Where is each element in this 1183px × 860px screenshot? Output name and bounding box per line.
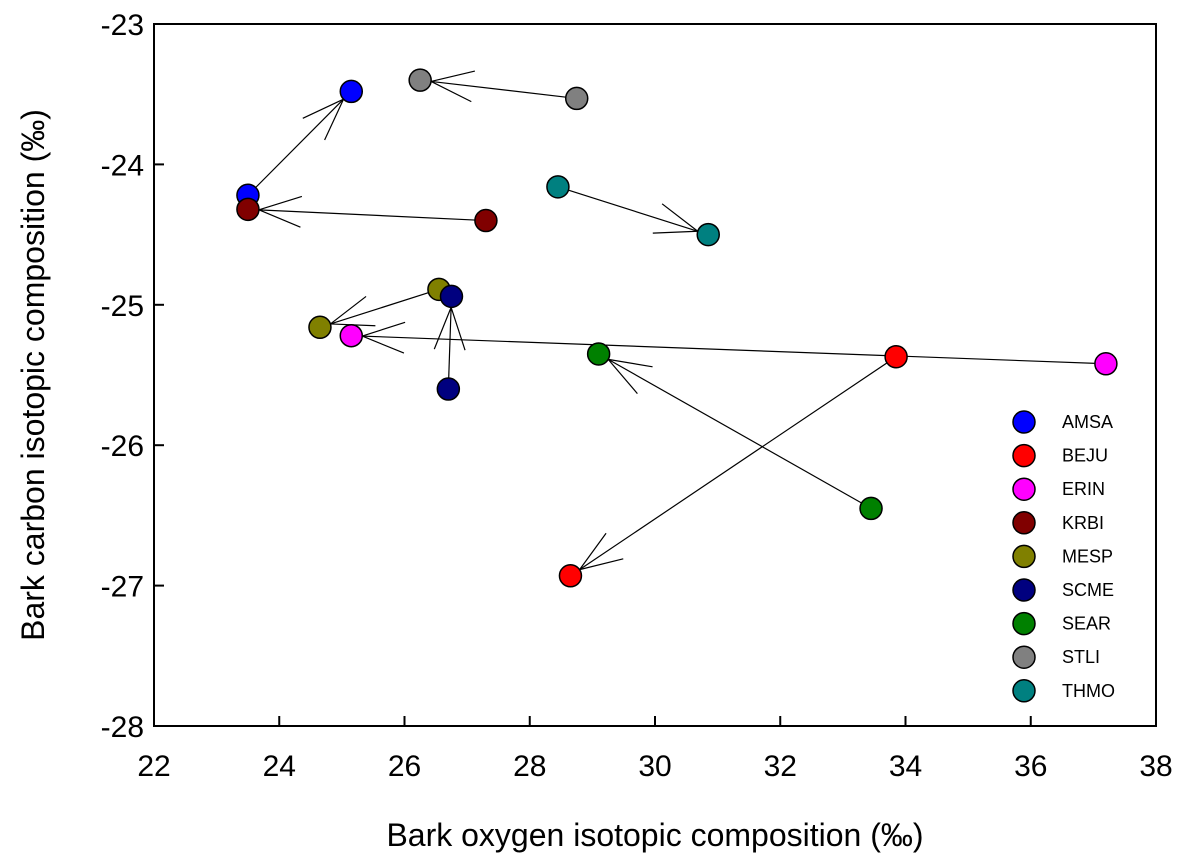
point-krbi [236,197,260,222]
arrow-stli [431,80,577,100]
legend-label: STLI [1062,647,1100,667]
arrowhead-sear [607,358,638,394]
x-axis-title: Bark oxygen isotopic composition (‰) [386,817,923,853]
point-amsa [339,79,364,104]
arrowhead-sear [608,358,653,368]
legend-marker-krbi [1012,511,1036,535]
point-thmo [546,175,570,199]
point-sear [859,496,883,521]
arrowhead-beju [579,532,607,570]
y-tick-label: -27 [101,571,144,604]
x-tick-label: 36 [1014,750,1047,783]
legend-label: SEAR [1062,614,1111,634]
arrowhead-erin [362,321,406,337]
legend-marker-amsa [1012,410,1036,434]
points-layer [236,68,1118,588]
point-thmo [696,222,720,247]
y-tick-label: -28 [101,711,144,744]
x-tick-label: 30 [638,750,671,783]
point-erin [1094,352,1118,376]
point-stli [564,86,589,111]
arrow-thmo [557,186,698,232]
legend-label: BEJU [1062,446,1108,466]
point-erin [339,323,364,348]
arrow-sear [607,358,872,509]
arrowhead-amsa [324,98,345,141]
arrowhead-erin [362,335,405,354]
x-tick-label: 28 [513,750,546,783]
y-tick-label: -23 [101,9,144,42]
legend-label: SCME [1062,580,1114,600]
arrowhead-stli [430,80,472,103]
legend-label: KRBI [1062,513,1104,533]
arrowhead-thmo [661,203,699,232]
point-scme [439,284,464,309]
legend: AMSA BEJU ERIN KRBI MESP SCME SEAR STLI THMO [1012,410,1115,703]
legend-label: THMO [1062,681,1115,701]
arrowhead-beju [579,558,624,571]
x-tick-label: 34 [889,750,922,783]
legend-marker-thmo [1012,679,1036,703]
arrows-layer [247,70,1106,571]
point-scme [436,377,461,401]
arrow-krbi [258,209,486,222]
arrowhead-stli [430,70,476,83]
point-sear [586,342,611,366]
point-beju [558,564,583,588]
arrow-beju [579,356,897,571]
arrowhead-amsa [302,98,344,119]
legend-marker-stli [1012,645,1036,669]
x-tick-label: 24 [263,750,296,783]
x-tick-label: 26 [388,750,421,783]
arrowhead-thmo [652,230,698,234]
x-tick-label: 32 [764,750,797,783]
point-mesp [308,315,332,340]
arrow-scme [447,307,452,390]
arrow-mesp [330,288,440,325]
arrowhead-scme [450,307,466,351]
arrowhead-mesp [330,295,367,325]
arrowhead-krbi [258,195,303,211]
legend-marker-scme [1012,578,1036,602]
y-tick-label: -26 [101,430,144,463]
plot-frame [153,23,1157,727]
point-stli [408,68,432,92]
point-krbi [474,208,498,233]
y-axis-title: Bark carbon isotopic composition (‰) [15,109,51,641]
arrow-erin [362,335,1106,365]
point-beju [884,344,908,369]
legend-label: AMSA [1062,412,1113,432]
arrowhead-krbi [258,209,301,228]
legend-marker-sear [1012,611,1036,636]
y-tick-label: -24 [101,149,144,182]
legend-marker-erin [1012,477,1036,501]
ticks-layer: 22 24 26 28 30 32 34 36 38 -28 -27 -26 -25 -24 -23 [101,9,1173,783]
arrowhead-scme [433,307,452,350]
legend-label: MESP [1062,546,1113,566]
legend-marker-beju [1012,443,1036,468]
arrow-amsa [247,98,344,196]
legend-marker-mesp [1012,544,1036,569]
y-tick-label: -25 [101,290,144,323]
legend-label: ERIN [1062,479,1105,499]
x-tick-label: 38 [1139,750,1172,783]
x-tick-label: 22 [137,750,170,783]
